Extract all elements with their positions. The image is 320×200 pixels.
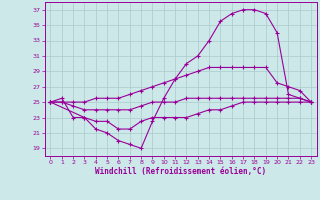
X-axis label: Windchill (Refroidissement éolien,°C): Windchill (Refroidissement éolien,°C) [95, 167, 266, 176]
